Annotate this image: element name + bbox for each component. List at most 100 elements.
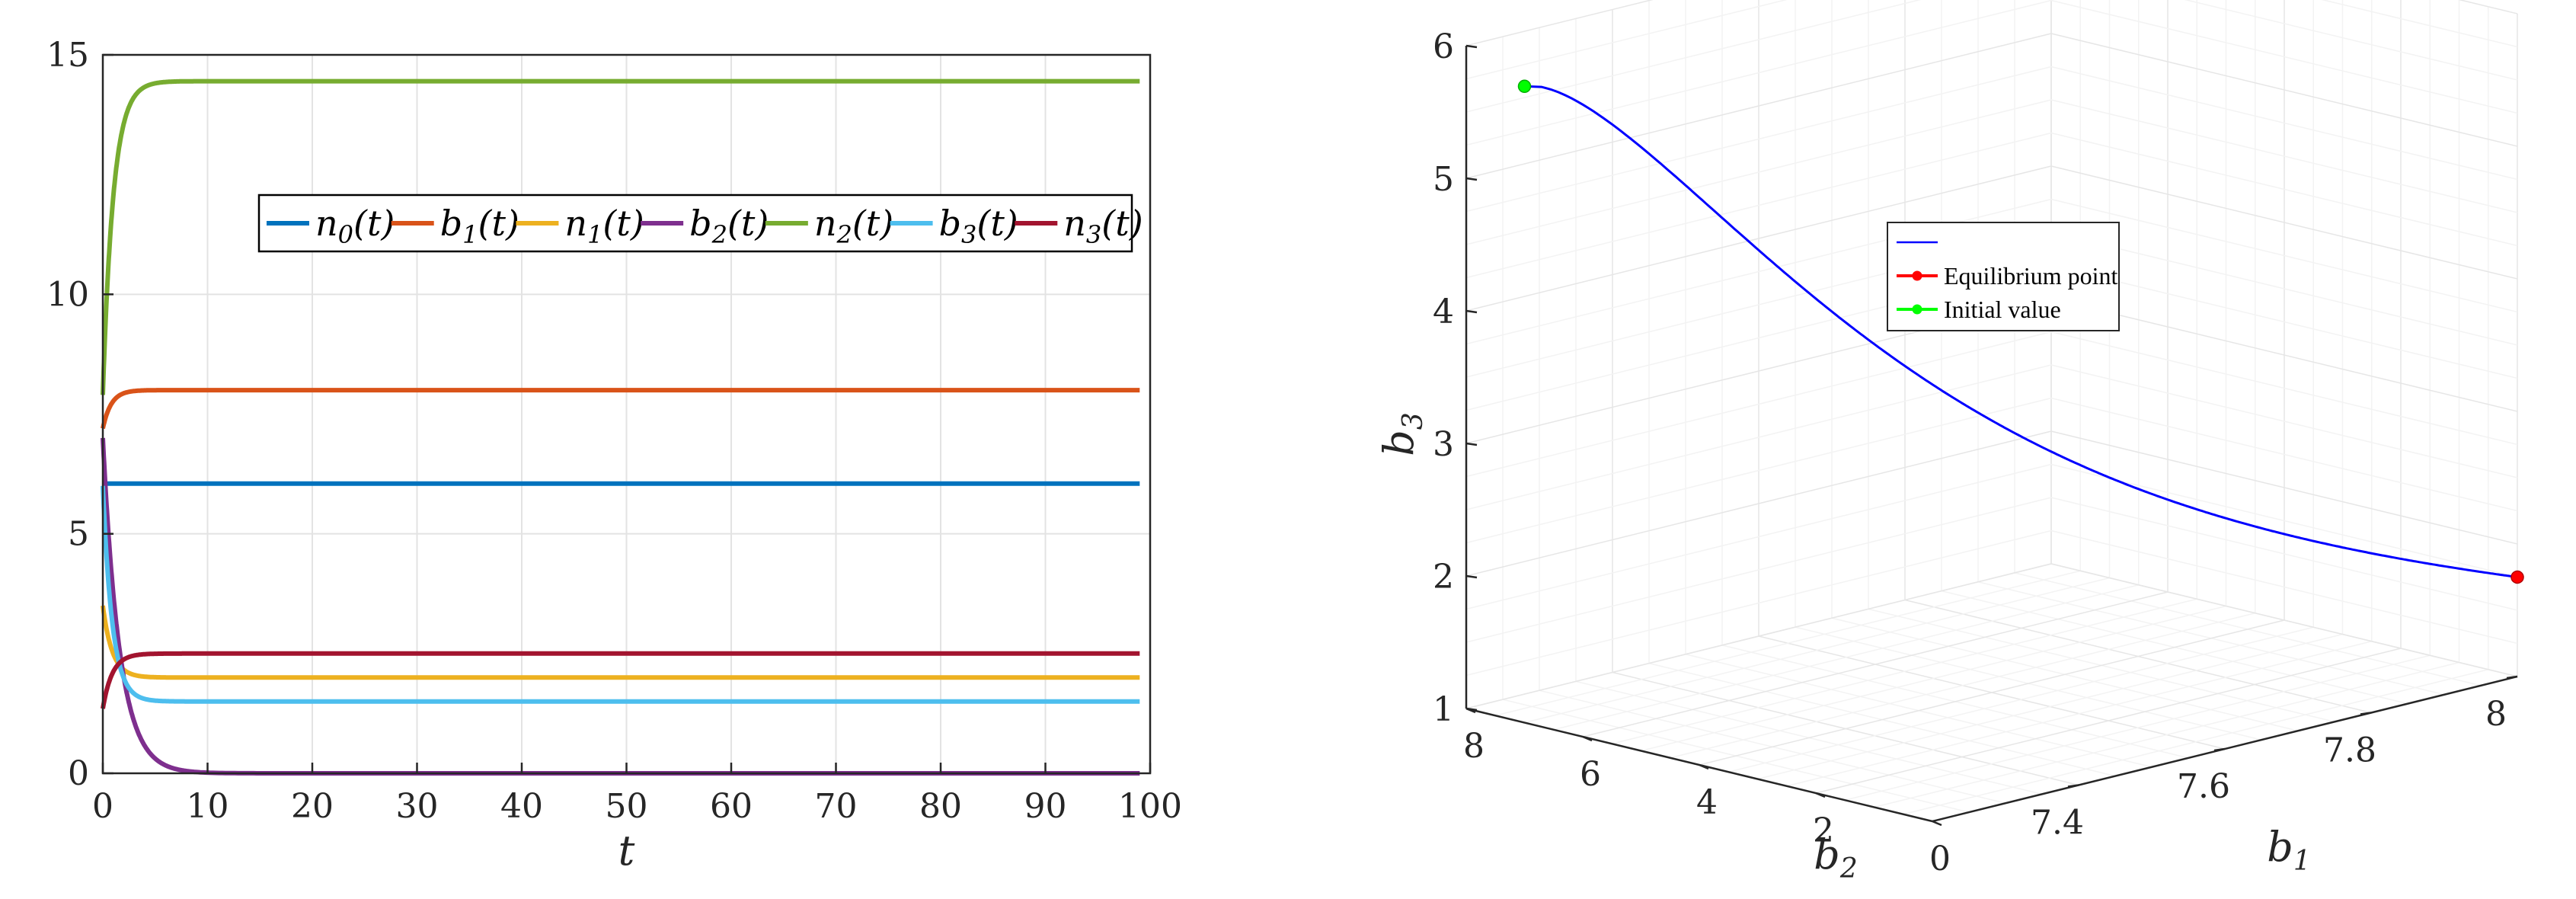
back-wall-gridline (1465, 132, 2052, 279)
side-wall-gridline (2050, 463, 2518, 578)
side-wall-gridline (2050, 66, 2518, 181)
legend-entry-label: Initial value (1944, 296, 2061, 323)
b2-axis-label-base: b (1814, 830, 1840, 878)
x-tick-label: 0 (92, 787, 113, 826)
floor-gridline (1524, 577, 2110, 724)
b1-tick-label: 7.6 (2177, 767, 2230, 806)
floor-gridline (1699, 619, 2285, 766)
legend-entry-argument: (t) (727, 203, 769, 244)
side-wall-gridline (2050, 232, 2518, 346)
back-wall-gridline (1465, 331, 2052, 478)
legend-entry-base: n (315, 203, 338, 244)
legend-entry-argument: (t) (602, 203, 644, 244)
y-tick-label: 10 (46, 275, 89, 314)
back-wall-gridline (1465, 430, 2052, 577)
legend-entry-base: b (440, 203, 462, 244)
y-tick-label: 0 (68, 754, 89, 793)
legend-entry-subscript: 0 (338, 220, 353, 249)
side-wall-gridline (2050, 529, 2518, 645)
b1-axis-label-base: b (2267, 823, 2293, 871)
x-tick-label: 40 (500, 787, 543, 826)
b2-tick-label: 4 (1696, 783, 1718, 822)
floor-gridline (1815, 648, 2402, 794)
legend-entry-label: n0(t) (315, 203, 395, 249)
legend-entry-label: n3(t) (1063, 203, 1143, 249)
back-wall-gridline (1465, 66, 2052, 213)
initial-value-marker (1517, 79, 1532, 94)
back-wall-gridline (1465, 529, 2052, 677)
floor-gridline (1553, 584, 2139, 731)
legend-entry-subscript: 2 (711, 220, 727, 249)
legend-entry-subscript: 1 (462, 220, 478, 249)
legend-entry-argument: (t) (478, 203, 519, 244)
b1-tick-label: 7.8 (2323, 731, 2376, 770)
x-tick-label: 100 (1118, 787, 1182, 826)
b3-tick-label: 5 (1433, 160, 1454, 199)
side-wall-gridline (2050, 331, 2518, 446)
b1-tick-mark (2506, 675, 2518, 680)
legend-entry-argument: (t) (976, 203, 1018, 244)
b2-tick-label: 2 (1813, 811, 1834, 850)
x-tick-label: 60 (710, 787, 753, 826)
b2-tick-mark (1815, 792, 1826, 798)
time-series-legend: n0(t) b1(t) n1(t) b2(t) n2(t) b3(t) n3(t) (257, 194, 1143, 253)
b3-tick-mark (1465, 574, 1478, 579)
b1-axis-label-subscript: 1 (2293, 846, 2311, 877)
b2-tick-mark (1582, 735, 1593, 742)
back-wall-gridline (1465, 0, 1788, 80)
trajectory-line (1524, 85, 2518, 578)
side-wall-gridline (2050, 298, 2518, 412)
back-wall-gridline (1465, 397, 2052, 544)
b2-tick-label: 0 (1929, 840, 1951, 878)
b1-axis-label: b1 (2267, 823, 2310, 877)
b2-tick-mark (1699, 763, 1709, 770)
b3-axis-label-base: b (1375, 430, 1423, 456)
back-wall-gridline (1465, 364, 2052, 510)
b3-axis-label-subscript: 3 (1398, 412, 1429, 430)
series-line-b1 (101, 388, 1140, 430)
back-wall-gridline (1465, 99, 2052, 245)
legend-entry-subscript: 3 (961, 220, 976, 249)
legend-entry-label: n1(t) (564, 203, 644, 249)
side-wall-gridline (2050, 430, 2518, 545)
b1-tick-mark (2360, 712, 2372, 715)
side-wall-gridline (2050, 397, 2518, 512)
series-line-b3 (101, 485, 1140, 704)
legend-entry-label: n2(t) (814, 203, 893, 249)
side-wall-gridline (2184, 0, 2518, 81)
side-wall-gridline (2321, 0, 2518, 48)
b3-tick-label: 4 (1433, 293, 1454, 331)
series-line-n1 (101, 605, 1140, 680)
y-tick-label: 15 (46, 36, 89, 75)
side-wall-gridline (2050, 165, 2518, 280)
x-tick-label: 50 (606, 787, 648, 826)
floor-gridline (1495, 570, 2081, 716)
x-tick-label: 30 (396, 787, 439, 826)
b2-axis-label-subscript: 2 (1839, 853, 1858, 885)
back-wall-gridline (1465, 497, 2052, 643)
floor-gridline (1757, 633, 2343, 780)
legend-entry-base: n (814, 203, 837, 244)
b3-tick-mark (1465, 442, 1478, 446)
legend-entry-base: n (564, 203, 587, 244)
legend-entry-argument: (t) (852, 203, 893, 244)
b2-tick-label: 8 (1463, 727, 1485, 766)
legend-entry-argument: (t) (353, 203, 395, 244)
b3-tick-label: 1 (1433, 690, 1454, 729)
b2-axis-label: b2 (1814, 830, 1857, 885)
b3-tick-mark (1465, 44, 1478, 49)
b2-tick-mark (1932, 820, 1942, 827)
series-line-n3 (101, 651, 1140, 709)
x-tick-label: 80 (919, 787, 962, 826)
x-tick-label: 90 (1024, 787, 1067, 826)
back-wall-gridline (1465, 0, 2052, 146)
equilibrium-point-marker (2510, 570, 2524, 584)
trajectory-layer (1517, 79, 2524, 584)
legend-entry-label: b2(t) (689, 203, 769, 249)
x-tick-label: 20 (291, 787, 334, 826)
legend-entry-subscript: 1 (587, 220, 602, 249)
floor-gridline (1641, 605, 2226, 752)
side-wall-gridline (2050, 132, 2518, 247)
